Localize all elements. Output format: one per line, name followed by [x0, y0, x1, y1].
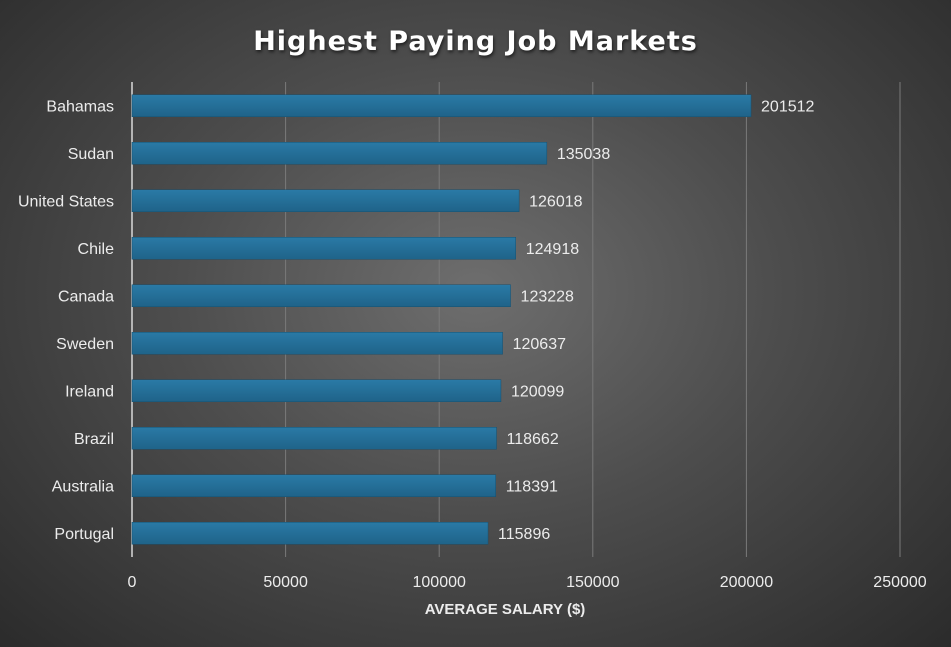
bar — [131, 189, 520, 212]
bars — [131, 94, 752, 545]
data-label: 118391 — [506, 478, 558, 495]
category-label: United States — [18, 193, 114, 210]
data-label: 126018 — [529, 193, 582, 210]
labels: 0 50000 100000 150000 200000 250000 Bahamas 201… — [18, 98, 927, 591]
bar — [131, 237, 516, 260]
category-label: Sweden — [56, 336, 114, 353]
x-tick-label: 150000 — [566, 574, 619, 591]
category-label: Ireland — [65, 383, 114, 400]
data-label: 135038 — [557, 146, 610, 163]
data-label: 118662 — [507, 431, 559, 448]
data-label: 123228 — [521, 288, 574, 305]
bar — [131, 142, 548, 165]
data-label: 120099 — [511, 383, 564, 400]
category-label: Sudan — [68, 146, 114, 163]
x-tick-label: 0 — [128, 574, 137, 591]
bar — [131, 284, 511, 307]
x-tick-label: 200000 — [720, 574, 773, 591]
x-axis-title: AVERAGE SALARY ($) — [424, 601, 586, 618]
data-label: 124918 — [526, 241, 579, 258]
category-label: Bahamas — [46, 98, 114, 115]
category-label: Brazil — [74, 431, 114, 448]
x-tick-label: 100000 — [413, 574, 466, 591]
bar — [131, 379, 502, 402]
data-label: 115896 — [498, 526, 550, 543]
bar — [131, 94, 752, 117]
category-label: Chile — [78, 241, 115, 258]
bar — [131, 474, 496, 497]
category-label: Canada — [58, 288, 114, 305]
bar — [131, 427, 497, 450]
category-label: Australia — [52, 478, 114, 495]
data-label: 120637 — [513, 336, 566, 353]
bar — [131, 522, 489, 545]
bar — [131, 332, 503, 355]
x-tick-label: 250000 — [873, 574, 926, 591]
data-label: 201512 — [761, 98, 814, 115]
category-label: Portugal — [54, 526, 114, 543]
chart-title: Highest Paying Job Markets — [253, 26, 698, 57]
x-tick-label: 50000 — [263, 574, 308, 591]
